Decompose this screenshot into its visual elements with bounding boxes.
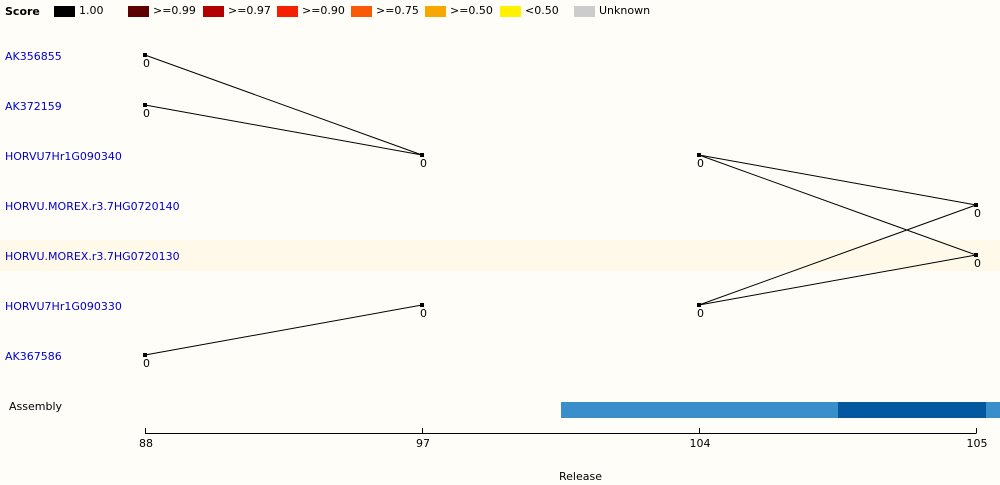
legend-swatch: [574, 5, 595, 17]
legend-title: Score: [5, 5, 40, 18]
assembly-segment: [838, 402, 986, 418]
legend-swatch: [54, 5, 75, 17]
legend-swatch: [277, 5, 298, 17]
history-node: [420, 153, 424, 157]
node-score-label: 0: [697, 157, 704, 170]
history-node: [420, 303, 424, 307]
node-score-label: 0: [143, 357, 150, 370]
release-tick-label: 105: [967, 437, 988, 450]
legend-label: >=0.90: [302, 4, 345, 17]
history-node: [974, 203, 978, 207]
gene-link-horvu7hr1g090340[interactable]: HORVU7Hr1G090340: [5, 150, 122, 163]
legend-label: >=0.97: [228, 4, 271, 17]
history-link: [698, 154, 977, 256]
score-legend: Score 1.00 >=0.99 >=0.97 >=0.90 >=0.75 >…: [0, 0, 1000, 22]
gene-link-ak367586[interactable]: AK367586: [5, 350, 62, 363]
assembly-segment: [561, 402, 838, 418]
release-tick-label: 104: [690, 437, 711, 450]
legend-item-0-97: >=0.97: [203, 4, 271, 18]
node-score-label: 0: [420, 307, 427, 320]
legend-swatch: [351, 5, 372, 17]
gene-link-horvu7hr1g090330[interactable]: HORVU7Hr1G090330: [5, 300, 122, 313]
history-link: [144, 54, 423, 156]
history-node: [697, 153, 701, 157]
legend-swatch: [425, 5, 446, 17]
node-score-label: 0: [697, 307, 704, 320]
legend-label: >=0.75: [376, 4, 419, 17]
highlighted-row-background: [0, 240, 1000, 271]
node-score-label: 0: [420, 157, 427, 170]
history-node: [143, 53, 147, 57]
legend-item-unknown: Unknown: [574, 4, 650, 18]
legend-label: 1.00: [79, 4, 104, 17]
legend-swatch: [500, 5, 521, 17]
legend-item-0-99: >=0.99: [128, 4, 196, 18]
legend-label: <0.50: [525, 4, 559, 17]
node-score-label: 0: [974, 257, 981, 270]
history-link: [698, 204, 977, 306]
legend-swatch: [128, 5, 149, 17]
node-score-label: 0: [974, 207, 981, 220]
legend-label: >=0.50: [450, 4, 493, 17]
history-link: [144, 304, 423, 356]
release-tick-label: 97: [416, 437, 430, 450]
legend-swatch: [203, 5, 224, 17]
legend-item-lt-0-50: <0.50: [500, 4, 559, 18]
node-score-label: 0: [143, 57, 150, 70]
gene-link-horvu-morex-r3-7hg0720130[interactable]: HORVU.MOREX.r3.7HG0720130: [5, 250, 180, 263]
gene-link-horvu-morex-r3-7hg0720140[interactable]: HORVU.MOREX.r3.7HG0720140: [5, 200, 180, 213]
legend-item-1-00: 1.00: [54, 4, 104, 18]
history-link: [698, 154, 977, 206]
legend-item-0-90: >=0.90: [277, 4, 345, 18]
legend-label: >=0.99: [153, 4, 196, 17]
node-score-label: 0: [143, 107, 150, 120]
legend-item-0-50: >=0.50: [425, 4, 493, 18]
gene-link-ak372159[interactable]: AK372159: [5, 100, 62, 113]
history-link: [698, 254, 977, 306]
history-link: [144, 104, 423, 156]
release-axis-title: Release: [559, 470, 602, 483]
assembly-segment: [986, 402, 1000, 418]
assembly-label: Assembly: [9, 400, 63, 413]
history-node: [143, 353, 147, 357]
history-node: [143, 103, 147, 107]
legend-label: Unknown: [599, 4, 651, 17]
history-node: [697, 303, 701, 307]
legend-item-0-75: >=0.75: [351, 4, 419, 18]
release-tick-label: 88: [139, 437, 153, 450]
history-node: [974, 253, 978, 257]
gene-link-ak356855[interactable]: AK356855: [5, 50, 62, 63]
